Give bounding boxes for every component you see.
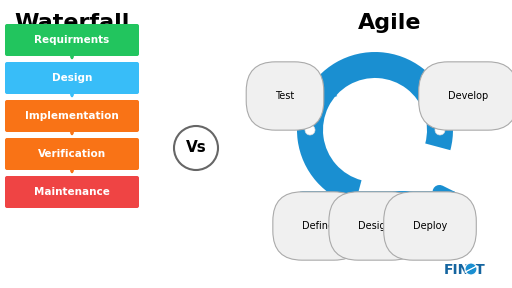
Circle shape [313, 193, 323, 203]
Circle shape [365, 193, 375, 203]
Text: Vs: Vs [186, 141, 206, 156]
Text: Develop: Develop [448, 91, 488, 101]
Text: Define: Define [302, 221, 334, 231]
Text: FIN: FIN [444, 263, 470, 277]
Wedge shape [297, 52, 453, 205]
FancyBboxPatch shape [5, 24, 139, 56]
Circle shape [465, 263, 477, 275]
Text: Requirments: Requirments [34, 35, 110, 45]
Polygon shape [312, 77, 337, 103]
Circle shape [305, 125, 315, 135]
Text: Deploy: Deploy [413, 221, 447, 231]
Text: Implementation: Implementation [25, 111, 119, 121]
Text: Agile: Agile [358, 13, 422, 33]
Text: Maintenance: Maintenance [34, 187, 110, 197]
FancyBboxPatch shape [5, 138, 139, 170]
FancyBboxPatch shape [5, 62, 139, 94]
Text: Design: Design [358, 221, 392, 231]
Circle shape [435, 125, 445, 135]
Text: Design: Design [52, 73, 92, 83]
FancyBboxPatch shape [5, 100, 139, 132]
Text: IT: IT [471, 263, 486, 277]
Circle shape [423, 193, 433, 203]
FancyBboxPatch shape [5, 176, 139, 208]
Text: Verification: Verification [38, 149, 106, 159]
Text: Test: Test [275, 91, 294, 101]
Text: Waterfall: Waterfall [14, 13, 130, 33]
